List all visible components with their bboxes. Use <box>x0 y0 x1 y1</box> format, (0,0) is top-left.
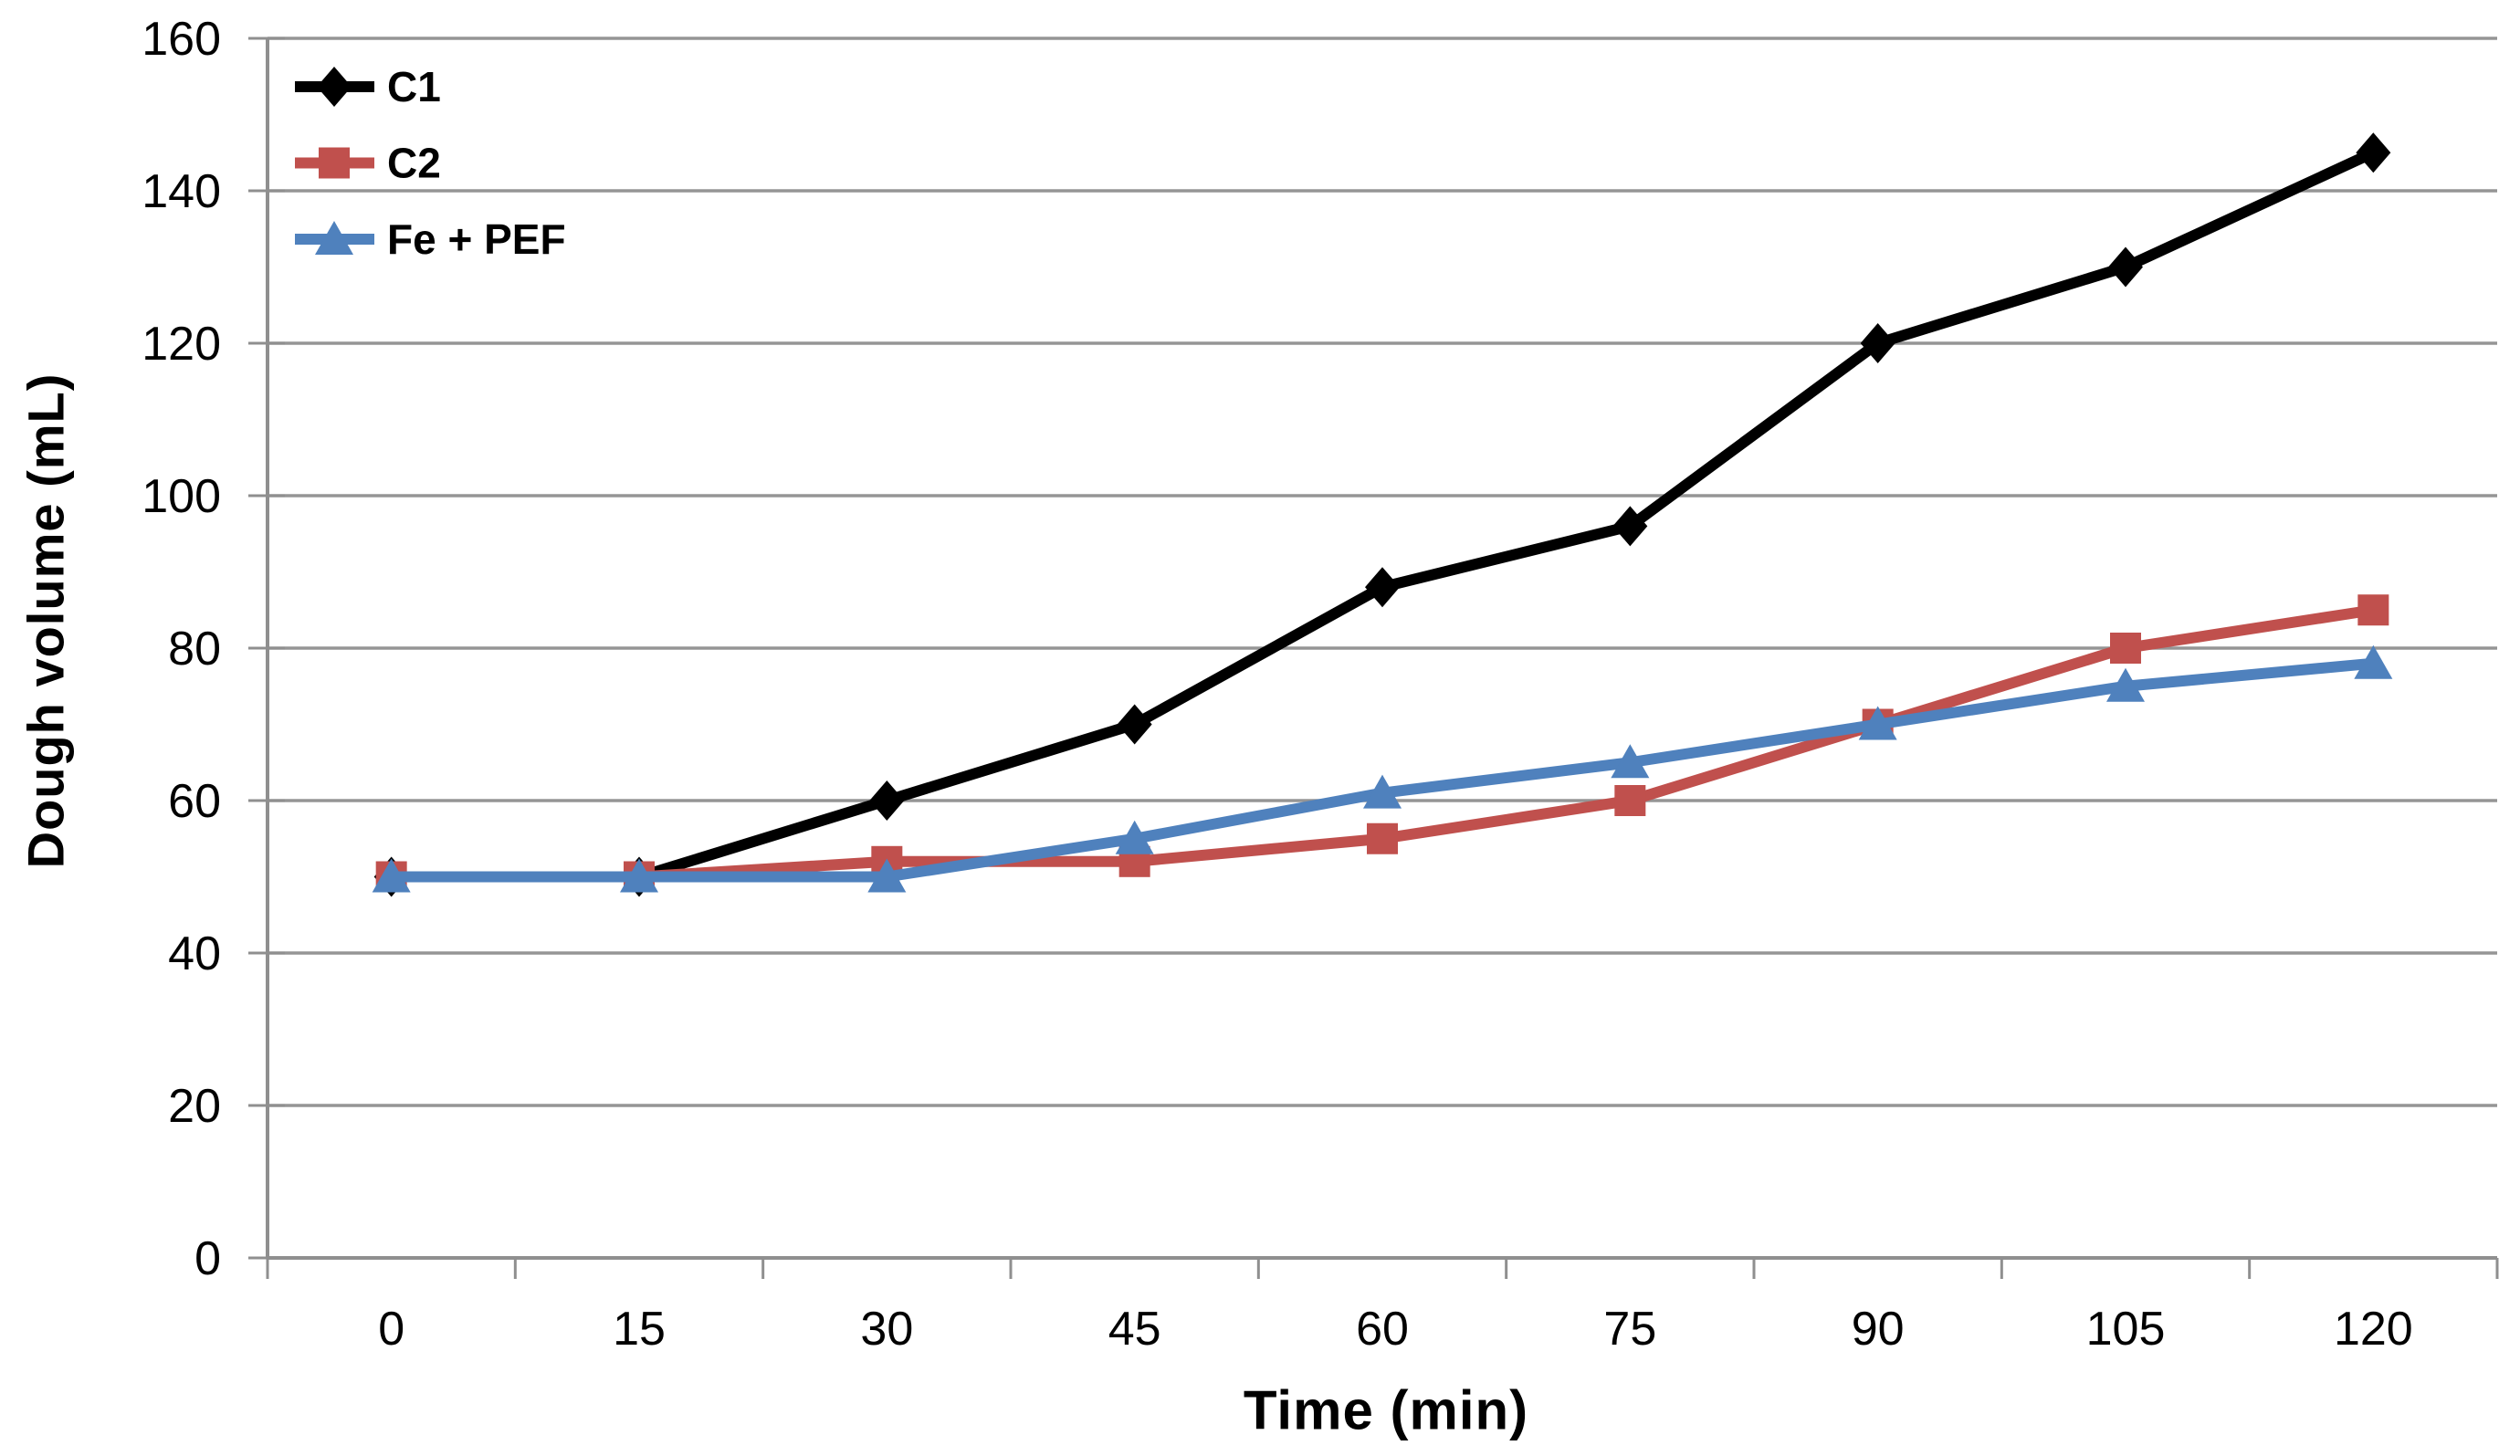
legend-marker-diamond <box>317 67 352 107</box>
y-tick-label: 140 <box>142 165 221 218</box>
marker-C2-60 <box>1367 822 1398 854</box>
legend-label: Fe + PEF <box>387 215 566 263</box>
marker-Fe+PEF-75 <box>1611 744 1650 779</box>
marker-Fe+PEF-0 <box>372 858 411 893</box>
legend-item-fe+pef: Fe + PEF <box>295 215 566 263</box>
marker-Fe+PEF-15 <box>620 858 658 893</box>
y-tick-label: 120 <box>142 318 221 371</box>
series-line-C1 <box>385 147 2379 883</box>
marker-Fe+PEF-105 <box>2106 667 2145 702</box>
marker-Fe+PEF-60 <box>1363 774 1402 809</box>
marker-C1-60 <box>1365 567 1400 608</box>
marker-Fe+PEF-30 <box>867 858 907 893</box>
marker-C1-120 <box>2356 132 2391 173</box>
x-tick-label: 75 <box>1603 1303 1656 1356</box>
y-tick-label: 20 <box>168 1080 221 1133</box>
legend-item-c2: C2 <box>295 140 441 187</box>
marker-C1-105 <box>2108 246 2143 288</box>
marker-Fe+PEF-45 <box>1115 820 1154 854</box>
marker-Fe+PEF-90 <box>1858 706 1897 740</box>
marker-C2-75 <box>1614 785 1646 816</box>
legend-item-c1: C1 <box>295 63 441 110</box>
y-tick-label: 80 <box>168 623 221 676</box>
marker-Fe+PEF-120 <box>2354 644 2393 679</box>
y-tick-label: 160 <box>142 13 221 66</box>
legend-label: C2 <box>387 140 441 187</box>
x-tick-label: 120 <box>2334 1303 2413 1356</box>
marker-C1-75 <box>1612 506 1648 547</box>
y-tick-label: 40 <box>168 927 221 980</box>
y-tick-label: 100 <box>142 470 221 523</box>
x-tick-label: 45 <box>1108 1303 1161 1356</box>
x-tick-label: 30 <box>860 1303 913 1356</box>
x-tick-label: 90 <box>1852 1303 1905 1356</box>
legend-marker-square <box>319 147 350 179</box>
marker-C2-120 <box>2357 594 2389 626</box>
x-axis-title: Time (min) <box>1243 1379 1529 1441</box>
x-tick-label: 15 <box>613 1303 666 1356</box>
y-tick-label: 0 <box>194 1232 221 1285</box>
legend-marker-triangle <box>315 221 353 255</box>
marker-C1-30 <box>869 780 905 821</box>
marker-C1-90 <box>1860 323 1895 363</box>
marker-C2-105 <box>2110 633 2141 664</box>
y-tick-label: 60 <box>168 775 221 828</box>
x-tick-label: 60 <box>1356 1303 1409 1356</box>
legend-label: C1 <box>387 63 441 110</box>
x-tick-label: 105 <box>2086 1303 2166 1356</box>
y-axis-title: Dough volume (mL) <box>16 372 75 869</box>
marker-C1-45 <box>1117 704 1152 745</box>
x-tick-label: 0 <box>378 1303 404 1356</box>
